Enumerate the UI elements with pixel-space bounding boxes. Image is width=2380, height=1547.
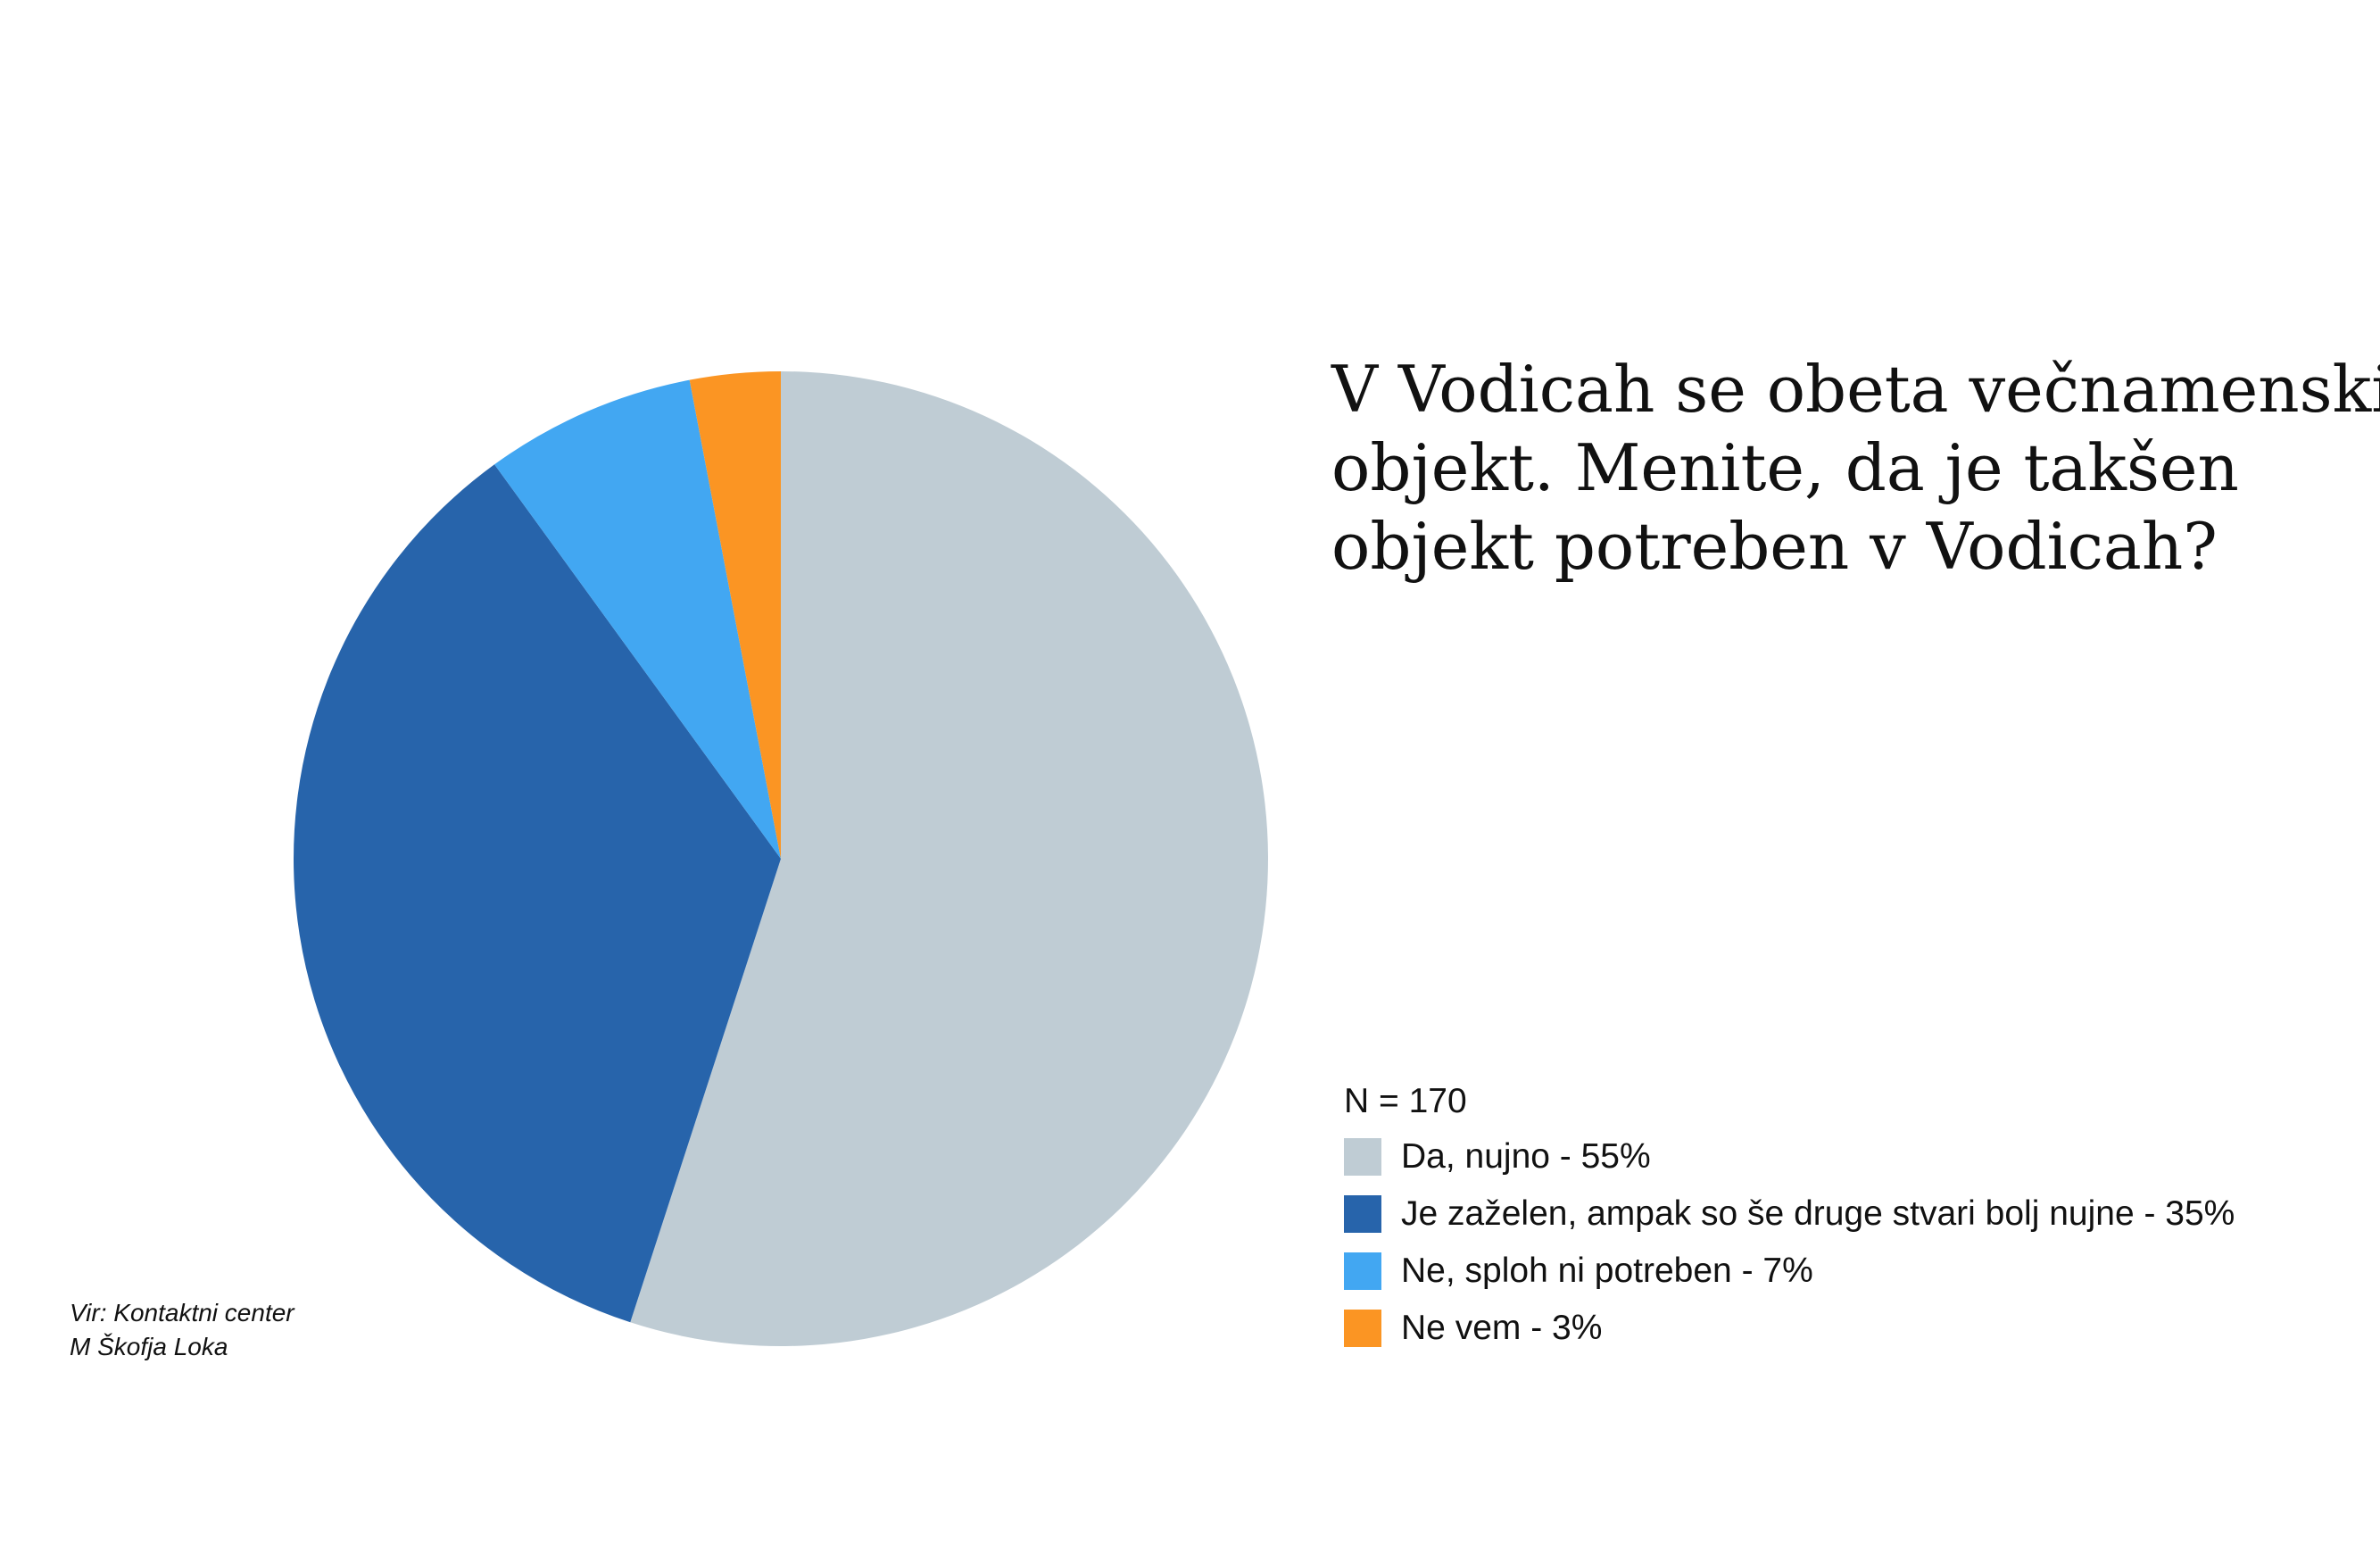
legend-item-ne-sploh: Ne, sploh ni potreben - 7% <box>1344 1243 2235 1300</box>
chart-title-line-1: V Vodicah se obeta večnamenski <box>1331 352 2380 427</box>
legend: N = 170 Da, nujno - 55% Je zaželen, ampa… <box>1344 1075 2235 1357</box>
legend-item-je-zazelen: Je zaželen, ampak so še druge stvari bol… <box>1344 1185 2235 1243</box>
legend-label-je-zazelen: Je zaželen, ampak so še druge stvari bol… <box>1401 1194 2235 1233</box>
legend-label-da-nujno: Da, nujno - 55% <box>1401 1137 1651 1176</box>
chart-title: V Vodicah se obeta večnamenski objekt. M… <box>1331 350 2380 586</box>
sample-size: N = 170 <box>1344 1082 1467 1120</box>
pie-slice-ne-vem <box>689 371 781 859</box>
pie-slice-je-zazelen <box>294 464 781 1323</box>
source-line-2: M Škofja Loka <box>70 1333 228 1360</box>
pie-slice-da-nujno <box>630 371 1268 1346</box>
legend-swatch-ne-sploh <box>1344 1252 1381 1290</box>
legend-swatch-da-nujno <box>1344 1138 1381 1176</box>
chart-title-line-3: objekt potreben v Vodicah? <box>1331 509 2218 584</box>
legend-item-da-nujno: Da, nujno - 55% <box>1344 1128 2235 1185</box>
source-line-1: Vir: Kontaktni center <box>70 1299 294 1327</box>
legend-label-ne-vem: Ne vem - 3% <box>1401 1309 1603 1347</box>
source-note: Vir: Kontaktni center M Škofja Loka <box>70 1296 294 1364</box>
legend-label-ne-sploh: Ne, sploh ni potreben - 7% <box>1401 1252 1813 1290</box>
legend-item-ne-vem: Ne vem - 3% <box>1344 1300 2235 1357</box>
legend-swatch-ne-vem <box>1344 1310 1381 1347</box>
legend-swatch-je-zazelen <box>1344 1195 1381 1233</box>
chart-title-line-2: objekt. Menite, da je takšen <box>1331 430 2239 505</box>
pie-slice-ne-sploh <box>494 379 781 859</box>
